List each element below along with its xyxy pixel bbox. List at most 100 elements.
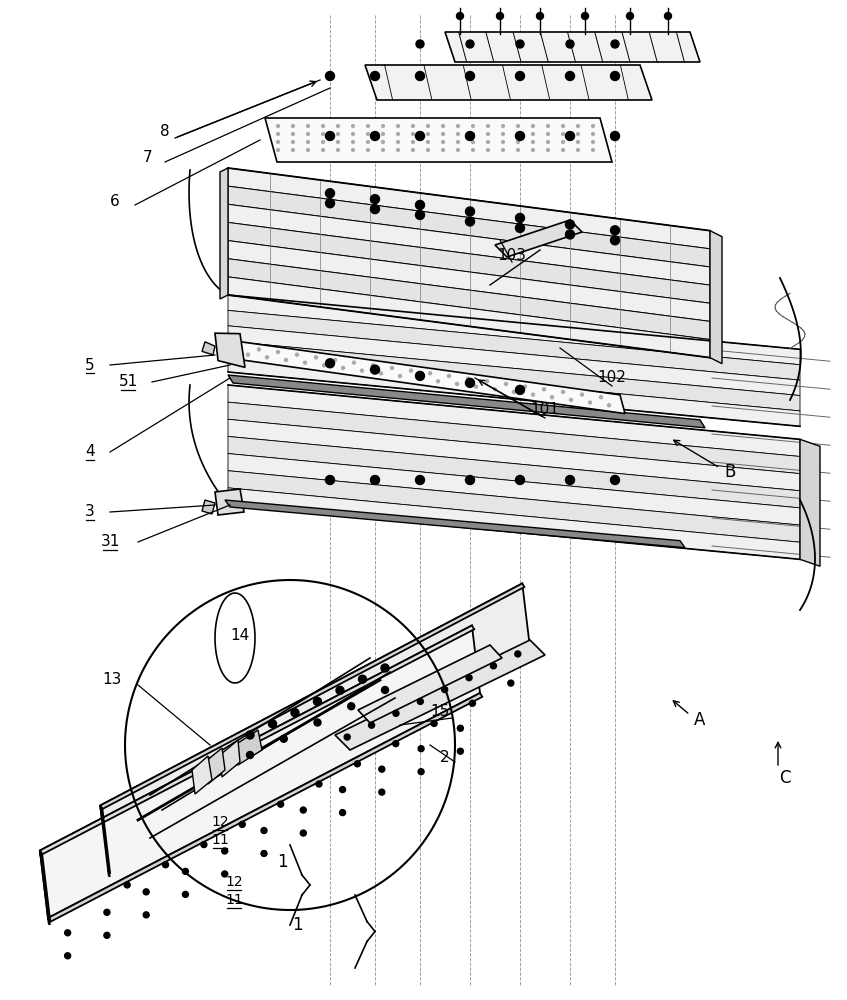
Circle shape bbox=[611, 72, 619, 81]
Circle shape bbox=[382, 141, 385, 143]
Circle shape bbox=[457, 12, 463, 19]
Circle shape bbox=[278, 801, 284, 807]
Circle shape bbox=[314, 356, 318, 359]
Polygon shape bbox=[228, 375, 705, 428]
Circle shape bbox=[516, 131, 524, 140]
Circle shape bbox=[416, 40, 424, 48]
Circle shape bbox=[398, 374, 401, 377]
Circle shape bbox=[344, 734, 350, 740]
Circle shape bbox=[501, 125, 505, 127]
Circle shape bbox=[382, 149, 385, 151]
Circle shape bbox=[418, 746, 424, 752]
Polygon shape bbox=[228, 454, 800, 525]
Circle shape bbox=[379, 372, 383, 375]
Circle shape bbox=[591, 141, 595, 143]
Circle shape bbox=[307, 149, 309, 151]
Circle shape bbox=[390, 366, 394, 369]
Circle shape bbox=[396, 141, 400, 143]
Circle shape bbox=[291, 149, 295, 151]
Circle shape bbox=[566, 40, 574, 48]
Circle shape bbox=[125, 882, 130, 888]
Polygon shape bbox=[40, 625, 474, 854]
Circle shape bbox=[486, 125, 490, 127]
Circle shape bbox=[379, 789, 385, 795]
Circle shape bbox=[246, 353, 250, 356]
Circle shape bbox=[322, 141, 324, 143]
Circle shape bbox=[607, 404, 611, 407]
Circle shape bbox=[323, 364, 325, 367]
Circle shape bbox=[313, 698, 322, 706]
Circle shape bbox=[277, 133, 280, 135]
Circle shape bbox=[611, 226, 619, 235]
Circle shape bbox=[314, 719, 321, 726]
Circle shape bbox=[627, 12, 634, 19]
Circle shape bbox=[393, 710, 399, 716]
Circle shape bbox=[466, 675, 472, 681]
Circle shape bbox=[490, 663, 496, 669]
Circle shape bbox=[577, 133, 579, 135]
Circle shape bbox=[429, 372, 431, 375]
Circle shape bbox=[501, 133, 505, 135]
Circle shape bbox=[64, 930, 70, 936]
Circle shape bbox=[512, 390, 516, 393]
Circle shape bbox=[441, 149, 445, 151]
Circle shape bbox=[577, 125, 579, 127]
Circle shape bbox=[379, 766, 385, 772]
Circle shape bbox=[268, 720, 276, 728]
Circle shape bbox=[277, 141, 280, 143]
Circle shape bbox=[569, 398, 573, 401]
Text: 2: 2 bbox=[440, 750, 450, 766]
Circle shape bbox=[412, 125, 414, 127]
Circle shape bbox=[536, 12, 544, 19]
Circle shape bbox=[325, 359, 335, 368]
Circle shape bbox=[382, 133, 385, 135]
Circle shape bbox=[516, 476, 524, 485]
Polygon shape bbox=[365, 65, 652, 100]
Circle shape bbox=[562, 149, 564, 151]
Circle shape bbox=[201, 842, 207, 848]
Polygon shape bbox=[228, 326, 800, 396]
Circle shape bbox=[523, 385, 527, 388]
Circle shape bbox=[104, 932, 110, 938]
Circle shape bbox=[517, 141, 519, 143]
Circle shape bbox=[474, 385, 478, 388]
Circle shape bbox=[222, 848, 228, 854]
Circle shape bbox=[501, 149, 505, 151]
Polygon shape bbox=[220, 168, 228, 299]
Circle shape bbox=[277, 125, 280, 127]
Circle shape bbox=[246, 731, 254, 739]
Circle shape bbox=[516, 72, 524, 81]
Polygon shape bbox=[202, 500, 215, 514]
Circle shape bbox=[307, 141, 309, 143]
Circle shape bbox=[336, 686, 344, 694]
Circle shape bbox=[611, 476, 619, 485]
Polygon shape bbox=[265, 118, 612, 162]
Polygon shape bbox=[100, 583, 524, 809]
Circle shape bbox=[354, 761, 360, 767]
Circle shape bbox=[532, 133, 534, 135]
Circle shape bbox=[418, 769, 424, 775]
Text: 4: 4 bbox=[86, 444, 95, 460]
Polygon shape bbox=[358, 645, 502, 723]
Text: 102: 102 bbox=[598, 370, 627, 385]
Circle shape bbox=[367, 125, 369, 127]
Text: 3: 3 bbox=[86, 504, 95, 520]
Circle shape bbox=[239, 821, 246, 827]
Circle shape bbox=[393, 741, 399, 747]
Circle shape bbox=[246, 752, 253, 758]
Circle shape bbox=[580, 393, 584, 396]
Circle shape bbox=[325, 476, 335, 485]
Circle shape bbox=[348, 703, 355, 710]
Text: 12: 12 bbox=[211, 815, 229, 829]
Circle shape bbox=[352, 361, 356, 364]
Circle shape bbox=[336, 149, 340, 151]
Polygon shape bbox=[228, 204, 710, 285]
Circle shape bbox=[257, 348, 261, 351]
Circle shape bbox=[409, 369, 412, 372]
Circle shape bbox=[427, 141, 429, 143]
Circle shape bbox=[566, 220, 574, 229]
Circle shape bbox=[532, 125, 534, 127]
Circle shape bbox=[427, 149, 429, 151]
Text: A: A bbox=[695, 711, 706, 729]
Circle shape bbox=[600, 396, 602, 399]
